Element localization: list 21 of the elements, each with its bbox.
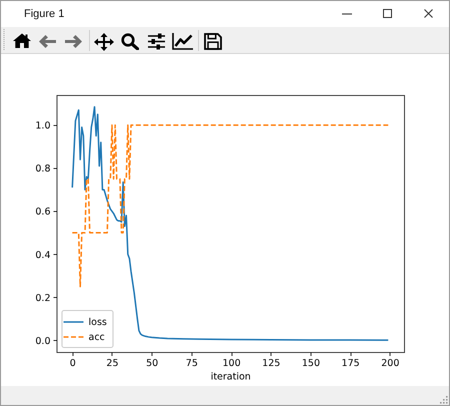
x-tick-label: 25: [106, 358, 119, 369]
legend-label: loss: [88, 317, 107, 328]
y-tick-label: 0.2: [35, 292, 50, 304]
y-tick-label: 0.4: [35, 250, 50, 261]
x-tick-label: 175: [342, 358, 360, 369]
x-tick-label: 200: [381, 358, 400, 369]
legend-label: acc: [88, 332, 105, 343]
y-tick-label: 0.8: [35, 164, 50, 175]
x-tick-label: 0: [70, 358, 76, 369]
line-series: [72, 124, 389, 288]
x-axis-title: iteration: [210, 372, 251, 382]
x-tick-label: 125: [262, 358, 280, 369]
y-tick-label: 0.6: [35, 206, 50, 218]
y-tick-label: 0.0: [35, 336, 50, 347]
window-title: Figure 1: [24, 7, 64, 21]
line-series: [72, 106, 389, 341]
y-tick-label: 1.0: [35, 120, 50, 132]
x-tick-label: 150: [302, 358, 320, 369]
x-tick-label: 50: [146, 358, 158, 369]
x-tick-label: 75: [186, 358, 198, 369]
x-tick-label: 100: [222, 358, 241, 369]
